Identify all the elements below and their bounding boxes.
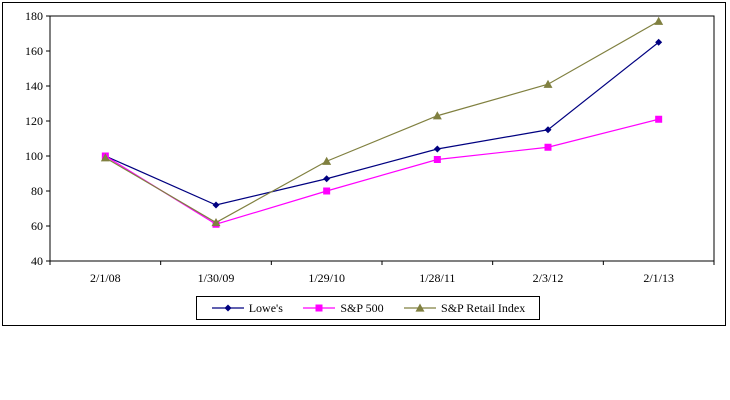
legend-marker — [315, 304, 323, 312]
legend-swatch-s-p-500 — [303, 304, 336, 312]
x-tick-label: 1/28/11 — [419, 271, 455, 285]
y-tick-label: 140 — [25, 79, 43, 93]
data-point-s-p-retail-index — [322, 156, 332, 165]
legend-label: S&P 500 — [340, 300, 384, 315]
legend-swatch-lowe-s — [211, 304, 244, 312]
series-s-p-retail-index — [100, 16, 664, 227]
y-tick-label: 60 — [31, 219, 43, 233]
series-line-s-p-retail-index — [105, 20, 659, 224]
data-point-s-p-retail-index — [432, 111, 442, 120]
data-point-s-p-retail-index — [211, 218, 221, 227]
data-point-lowe-s — [433, 145, 441, 153]
data-point-s-p-retail-index — [543, 79, 553, 88]
series-line-s-p-500 — [105, 118, 659, 225]
legend-marker — [224, 304, 232, 312]
data-point-lowe-s — [323, 175, 331, 183]
y-tick-label: 100 — [25, 149, 43, 163]
x-tick-label: 1/30/09 — [198, 271, 235, 285]
data-point-lowe-s — [544, 126, 552, 134]
y-tick-label: 160 — [25, 44, 43, 58]
legend-item-s-p-retail-index: S&P Retail Index — [403, 301, 525, 316]
data-point-lowe-s — [212, 201, 220, 209]
x-tick-label: 2/1/13 — [643, 271, 674, 285]
legend-item-s-p-500: S&P 500 — [302, 300, 384, 316]
legend-label: Lowe's — [248, 300, 283, 315]
data-point-lowe-s — [655, 38, 663, 46]
series-line-lowe-s — [105, 41, 660, 206]
x-tick-label: 1/29/10 — [308, 271, 345, 285]
series-lowe-s — [101, 38, 663, 209]
data-point-s-p-500 — [323, 187, 331, 195]
y-tick-label: 80 — [31, 184, 43, 198]
data-point-s-p-retail-index — [654, 16, 664, 25]
data-point-s-p-retail-index — [100, 153, 110, 162]
legend-marker — [415, 303, 425, 312]
legend-swatch-s-p-retail-index — [404, 303, 437, 312]
legend-label: S&P Retail Index — [441, 300, 526, 315]
y-tick-label: 120 — [25, 114, 43, 128]
data-point-s-p-500 — [655, 115, 663, 123]
chart-frame: 40 60 80 100 120 140 160 180 2/1/08 1/30/09 1/29/1… — [2, 2, 726, 326]
legend-item-lowe-s: Lowe's — [211, 301, 283, 316]
y-tick-label: 40 — [31, 254, 43, 268]
data-point-s-p-500 — [544, 143, 552, 151]
x-tick-label: 2/1/08 — [90, 271, 121, 285]
series-s-p-500 — [101, 115, 663, 228]
chart-legend: Lowe's S&P 500 S&P Retail Index — [196, 296, 540, 320]
x-tick-label: 2/3/12 — [533, 271, 564, 285]
line-chart: 40 60 80 100 120 140 160 180 2/1/08 1/30/09 1/29/1… — [25, 9, 715, 285]
y-tick-label: 180 — [25, 9, 43, 23]
data-point-s-p-500 — [433, 156, 441, 163]
